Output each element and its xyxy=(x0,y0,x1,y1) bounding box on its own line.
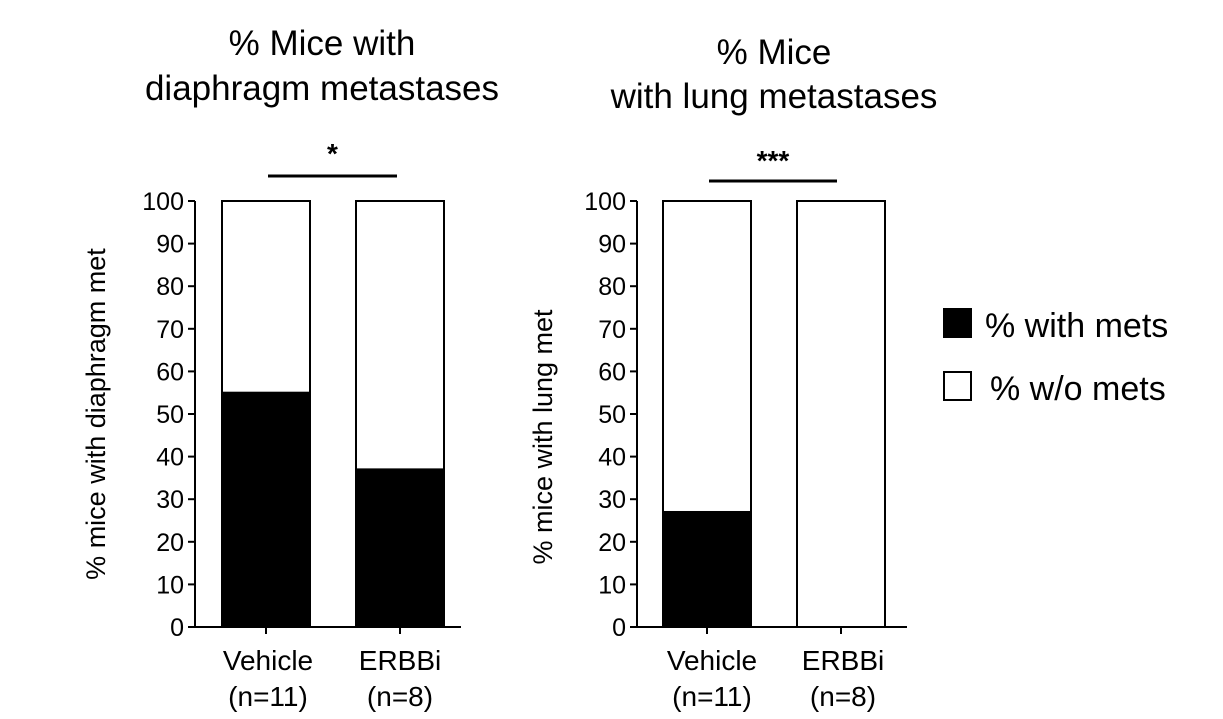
lung-significance-marker: *** xyxy=(757,145,790,176)
legend-label-with-mets: % with mets xyxy=(985,307,1168,345)
diaphragm-bar-without-mets xyxy=(221,200,311,394)
diaphragm-y-tick-label: 90 xyxy=(156,231,184,259)
diaphragm-y-tick-label: 80 xyxy=(156,273,184,301)
lung-y-tick-label: 40 xyxy=(598,444,626,472)
diaphragm-y-tick-label: 40 xyxy=(156,444,184,472)
lung-category-label: (n=11) xyxy=(672,681,752,712)
lung-category-label: Vehicle xyxy=(667,645,757,676)
diaphragm-category-label: ERBBi xyxy=(359,645,441,676)
diaphragm-y-tick-label: 30 xyxy=(156,486,184,514)
lung-y-axis-label: % mice with lung met xyxy=(528,309,558,565)
chart-lung-metastases: % Mice with lung metastases 0 10 20 30 40 50 60 7… xyxy=(528,33,937,712)
diaphragm-bar-with-mets xyxy=(221,391,311,629)
legend-swatch-with-mets xyxy=(943,308,972,338)
diaphragm-significance-marker: * xyxy=(327,138,338,169)
lung-category-label: ERBBi xyxy=(802,645,884,676)
lung-category-label: (n=8) xyxy=(810,681,876,712)
lung-bar-without-mets xyxy=(796,200,886,628)
lung-bar-with-mets xyxy=(662,510,752,629)
lung-title-line: with lung metastases xyxy=(610,77,938,116)
diaphragm-title-line: diaphragm metastases xyxy=(145,69,499,108)
diaphragm-y-tick-label: 50 xyxy=(156,401,184,429)
diaphragm-bar-without-mets xyxy=(355,200,445,471)
lung-bar-without-mets xyxy=(662,200,752,513)
lung-y-tick-label: 70 xyxy=(598,316,626,344)
lung-y-tick-label: 50 xyxy=(598,401,626,429)
diaphragm-category-label: Vehicle xyxy=(223,645,313,676)
diaphragm-y-tick-label: 70 xyxy=(156,316,184,344)
diaphragm-y-tick-label: 10 xyxy=(156,571,184,599)
diaphragm-y-tick-label: 60 xyxy=(156,358,184,386)
lung-title-line: % Mice xyxy=(717,33,832,72)
diaphragm-y-axis-label: % mice with diaphragm met xyxy=(81,248,111,580)
diaphragm-title-line: % Mice with xyxy=(229,24,416,63)
lung-y-tick-label: 90 xyxy=(598,231,626,259)
legend-swatch-without-mets xyxy=(943,371,972,401)
diaphragm-category-label: (n=8) xyxy=(367,681,433,712)
lung-y-tick-label: 20 xyxy=(598,529,626,557)
diaphragm-y-tick-label: 100 xyxy=(142,188,184,216)
diaphragm-bar-with-mets xyxy=(355,468,445,628)
lung-y-tick-label: 0 xyxy=(612,614,626,642)
diaphragm-y-tick-label: 0 xyxy=(170,614,184,642)
diaphragm-category-label: (n=11) xyxy=(228,681,308,712)
legend: % with mets % w/o mets xyxy=(943,307,1168,408)
diaphragm-y-tick-label: 20 xyxy=(156,529,184,557)
lung-y-tick-label: 60 xyxy=(598,358,626,386)
lung-y-tick-label: 100 xyxy=(584,188,626,216)
lung-y-tick-label: 80 xyxy=(598,273,626,301)
legend-label-without-mets: % w/o mets xyxy=(990,370,1166,408)
chart-diaphragm-metastases: % Mice with diaphragm metastases 0 10 20 30 40… xyxy=(81,24,499,712)
lung-y-tick-label: 10 xyxy=(598,571,626,599)
lung-y-tick-label: 30 xyxy=(598,486,626,514)
